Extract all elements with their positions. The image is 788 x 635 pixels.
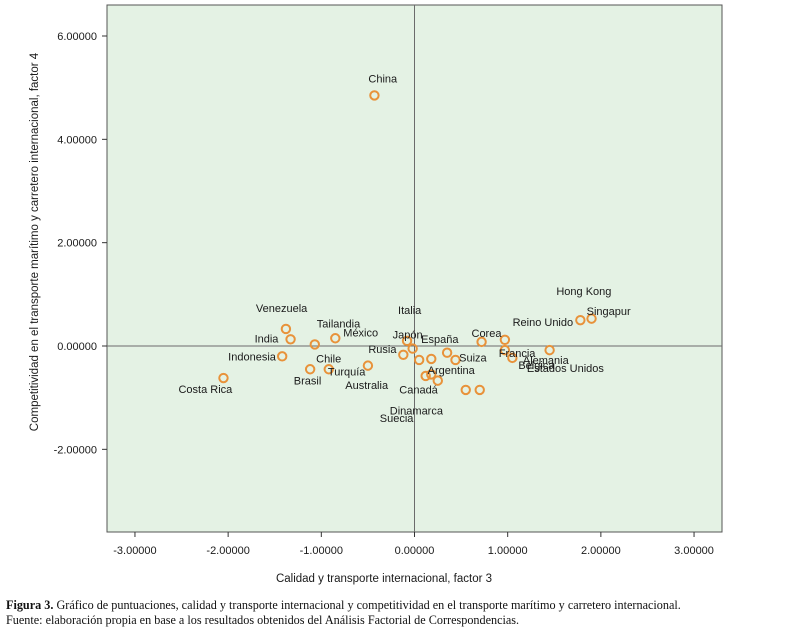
data-points — [218, 90, 597, 396]
point-label: Estados Unidos — [527, 363, 605, 375]
x-tick-label: -3.00000 — [113, 545, 156, 557]
data-point — [426, 369, 437, 380]
x-tick-label: 1.00000 — [488, 545, 528, 557]
data-point — [413, 354, 425, 366]
data-point — [544, 344, 555, 356]
x-tick-label: -2.00000 — [206, 545, 249, 557]
data-point — [499, 344, 511, 356]
y-tick-label: -2.00000 — [54, 444, 97, 456]
data-point — [218, 372, 229, 384]
data-point — [309, 339, 320, 350]
point-label: Suiza — [459, 353, 487, 365]
point-label: Rusia — [368, 344, 397, 356]
point-label: China — [368, 73, 398, 85]
caption-line-2: Fuente: elaboración propia en base a los… — [6, 613, 520, 627]
data-point — [280, 323, 292, 335]
data-point — [323, 364, 334, 375]
y-axis-title: Competitividad en el transporte marítimo… — [29, 52, 41, 431]
data-point — [441, 347, 453, 358]
point-label: Argentina — [428, 365, 476, 377]
point-label: Australia — [345, 380, 389, 392]
point-label: Singapur — [587, 306, 631, 318]
point-label: Costa Rica — [178, 384, 233, 396]
point-label: Brasil — [294, 375, 322, 387]
y-tick-label: 2.00000 — [57, 238, 97, 250]
point-label: Alemania — [523, 355, 570, 367]
point-label: Chile — [316, 353, 341, 365]
point-label: Corea — [472, 328, 503, 340]
y-tick-label: 6.00000 — [57, 31, 97, 43]
x-tick-label: 2.00000 — [581, 545, 621, 557]
y-axis-ticks: -2.00000 0.00000 2.00000 4.00000 6.00000 — [54, 31, 107, 456]
caption-figure-number: Figura 3. — [6, 598, 54, 612]
point-label: Francia — [499, 348, 537, 360]
data-point — [586, 313, 597, 324]
point-label: Canadá — [399, 384, 438, 396]
point-label: Reino Unido — [513, 317, 574, 329]
x-tick-label: 0.00000 — [395, 545, 435, 557]
point-label: Venezuela — [256, 303, 308, 315]
data-point — [450, 354, 461, 366]
data-point — [426, 353, 437, 365]
data-point — [474, 384, 485, 396]
x-tick-label: 3.00000 — [674, 545, 714, 557]
data-point — [362, 360, 374, 371]
data-point — [476, 336, 487, 348]
data-point — [369, 90, 380, 101]
caption-line-1: Figura 3. Gráfico de puntuaciones, calid… — [6, 598, 786, 613]
point-label: México — [343, 327, 378, 339]
data-point — [330, 333, 341, 344]
x-axis-title: Calidad y transporte internacional, fact… — [276, 573, 492, 585]
data-point — [407, 343, 418, 354]
point-label: Indonesia — [228, 351, 277, 363]
data-point — [507, 352, 518, 364]
point-label: Italia — [398, 305, 422, 317]
scatter-chart: -3.00000 -2.00000 -1.00000 0.00000 1.00000 2.… — [29, 4, 723, 585]
y-tick-label: 4.00000 — [57, 134, 97, 146]
x-axis-ticks: -3.00000 -2.00000 -1.00000 0.00000 1.00000 2.… — [113, 532, 714, 557]
point-label: Turquía — [328, 367, 366, 379]
data-point — [460, 384, 471, 396]
point-label: India — [255, 333, 280, 345]
caption-title: Gráfico de puntuaciones, calidad y trans… — [53, 598, 681, 612]
data-point — [304, 364, 316, 375]
data-point — [285, 334, 296, 345]
data-point — [499, 334, 511, 345]
point-label: Dinamarca — [390, 406, 444, 418]
point-label: Hong Kong — [556, 286, 611, 298]
point-label: Suecia — [380, 413, 415, 425]
data-point — [575, 314, 586, 326]
y-tick-label: 0.00000 — [57, 341, 97, 353]
point-label: España — [421, 334, 459, 346]
data-point — [398, 349, 409, 360]
data-point — [276, 351, 288, 362]
data-point — [401, 335, 413, 347]
data-point — [420, 370, 431, 382]
point-label: Bélgica — [518, 360, 555, 372]
x-tick-label: -1.00000 — [300, 545, 343, 557]
data-point — [432, 375, 443, 386]
point-label: Japón — [393, 330, 423, 342]
point-label: Tailandia — [317, 318, 361, 330]
figure-caption: Figura 3. Gráfico de puntuaciones, calid… — [6, 598, 786, 628]
